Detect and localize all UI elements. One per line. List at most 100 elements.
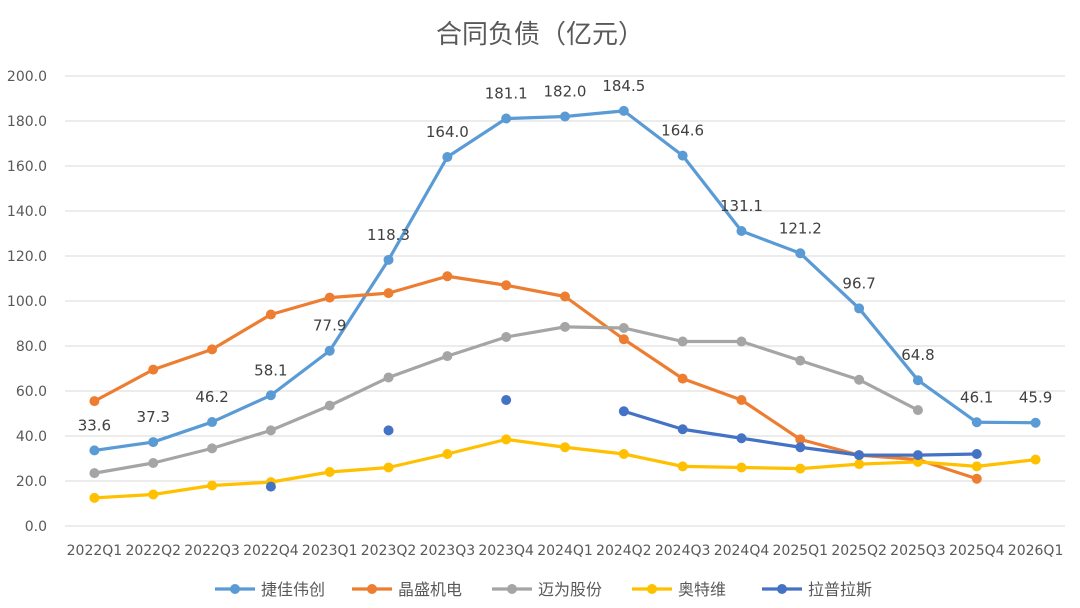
data-point bbox=[265, 390, 276, 401]
series-line-segment bbox=[739, 465, 802, 471]
data-label: 58.1 bbox=[254, 361, 287, 379]
series-0 bbox=[89, 105, 1041, 456]
data-label: 64.8 bbox=[901, 346, 934, 364]
data-point bbox=[501, 280, 512, 291]
legend-label: 捷佳伟创 bbox=[261, 580, 325, 599]
data-point bbox=[618, 406, 629, 417]
data-point bbox=[148, 458, 159, 468]
x-tick-label: 2026Q1 bbox=[1008, 543, 1064, 559]
series-line-segment bbox=[210, 393, 273, 424]
data-point bbox=[501, 434, 512, 445]
series-line-segment bbox=[739, 436, 802, 449]
chart-title: 合同负债（亿元） bbox=[435, 20, 644, 50]
series-line-segment bbox=[739, 398, 802, 441]
data-point bbox=[618, 323, 629, 333]
data-point bbox=[383, 254, 394, 265]
legend-label: 迈为股份 bbox=[538, 580, 602, 599]
data-point bbox=[560, 111, 570, 122]
data-point bbox=[736, 462, 747, 473]
data-point bbox=[383, 425, 394, 436]
data-point bbox=[560, 291, 570, 302]
data-point bbox=[854, 459, 865, 470]
series-line-segment bbox=[857, 378, 920, 412]
series-line-segment bbox=[798, 462, 861, 471]
data-point bbox=[383, 462, 394, 473]
data-point bbox=[324, 292, 335, 303]
data-label: 46.1 bbox=[960, 388, 993, 406]
data-point bbox=[912, 375, 923, 386]
data-point bbox=[854, 374, 865, 385]
series-line-segment bbox=[622, 326, 685, 344]
legend-item-0: 捷佳伟创 bbox=[215, 580, 325, 599]
series-line-segment bbox=[210, 312, 273, 351]
legend-marker bbox=[777, 584, 787, 594]
series-line-segment bbox=[563, 445, 626, 456]
legend-marker bbox=[230, 584, 240, 594]
y-tick-label: 40.0 bbox=[16, 429, 47, 445]
series-line-segment bbox=[798, 445, 861, 457]
data-point bbox=[383, 372, 394, 383]
series-line-segment bbox=[269, 470, 332, 484]
data-point bbox=[854, 450, 865, 461]
legend-label: 晶盛机电 bbox=[398, 580, 462, 599]
y-tick-label: 140.0 bbox=[7, 204, 47, 220]
series-line-segment bbox=[92, 368, 155, 403]
x-tick-label: 2025Q4 bbox=[949, 543, 1005, 559]
data-label: 182.0 bbox=[544, 83, 587, 101]
series-2 bbox=[89, 321, 923, 479]
series-lines bbox=[89, 105, 1041, 503]
data-point bbox=[795, 355, 806, 366]
data-point bbox=[207, 480, 218, 491]
data-point bbox=[912, 450, 923, 461]
legend-item-4: 拉普拉斯 bbox=[762, 580, 872, 599]
x-tick-label: 2023Q4 bbox=[478, 543, 534, 559]
series-line-segment bbox=[975, 458, 1038, 468]
data-point bbox=[971, 461, 982, 472]
x-tick-label: 2022Q4 bbox=[243, 543, 299, 559]
y-tick-label: 60.0 bbox=[16, 384, 47, 400]
data-point bbox=[677, 424, 688, 435]
series-line-segment bbox=[210, 480, 273, 488]
data-label: 164.0 bbox=[426, 123, 469, 141]
data-point bbox=[736, 226, 747, 237]
series-line-segment bbox=[445, 437, 508, 456]
data-point bbox=[677, 461, 688, 472]
legend-marker bbox=[507, 584, 517, 594]
data-label: 121.2 bbox=[779, 219, 822, 237]
data-point bbox=[795, 434, 806, 445]
data-point bbox=[324, 467, 335, 477]
series-line-segment bbox=[563, 109, 626, 119]
series-line-segment bbox=[445, 116, 508, 159]
data-point bbox=[618, 334, 629, 345]
data-point bbox=[854, 303, 865, 314]
series-line-segment bbox=[92, 461, 155, 475]
legend-item-3: 奥特维 bbox=[632, 580, 726, 599]
y-tick-label: 120.0 bbox=[7, 249, 47, 265]
series-line-segment bbox=[269, 349, 332, 397]
series-line-segment bbox=[622, 109, 685, 158]
data-point bbox=[618, 449, 629, 459]
series-line-segment bbox=[681, 464, 744, 470]
y-tick-label: 100.0 bbox=[7, 294, 47, 310]
data-point bbox=[89, 396, 100, 407]
y-tick-label: 160.0 bbox=[7, 159, 47, 175]
series-line-segment bbox=[622, 337, 685, 381]
series-line-segment bbox=[328, 465, 391, 474]
data-point bbox=[560, 442, 570, 453]
data-point bbox=[442, 449, 453, 459]
data-point bbox=[265, 425, 276, 436]
legend-item-1: 晶盛机电 bbox=[352, 580, 462, 599]
series-line-segment bbox=[386, 155, 449, 262]
data-point bbox=[795, 248, 806, 259]
series-line-segment bbox=[739, 339, 802, 363]
data-label: 37.3 bbox=[137, 408, 170, 426]
data-label: 77.9 bbox=[313, 317, 346, 335]
data-label: 118.3 bbox=[367, 226, 410, 244]
data-point bbox=[207, 443, 218, 454]
data-label: 46.2 bbox=[195, 388, 228, 406]
data-point bbox=[677, 373, 688, 384]
data-point bbox=[207, 417, 218, 428]
data-label: 33.6 bbox=[78, 416, 111, 434]
series-line-segment bbox=[563, 325, 626, 330]
